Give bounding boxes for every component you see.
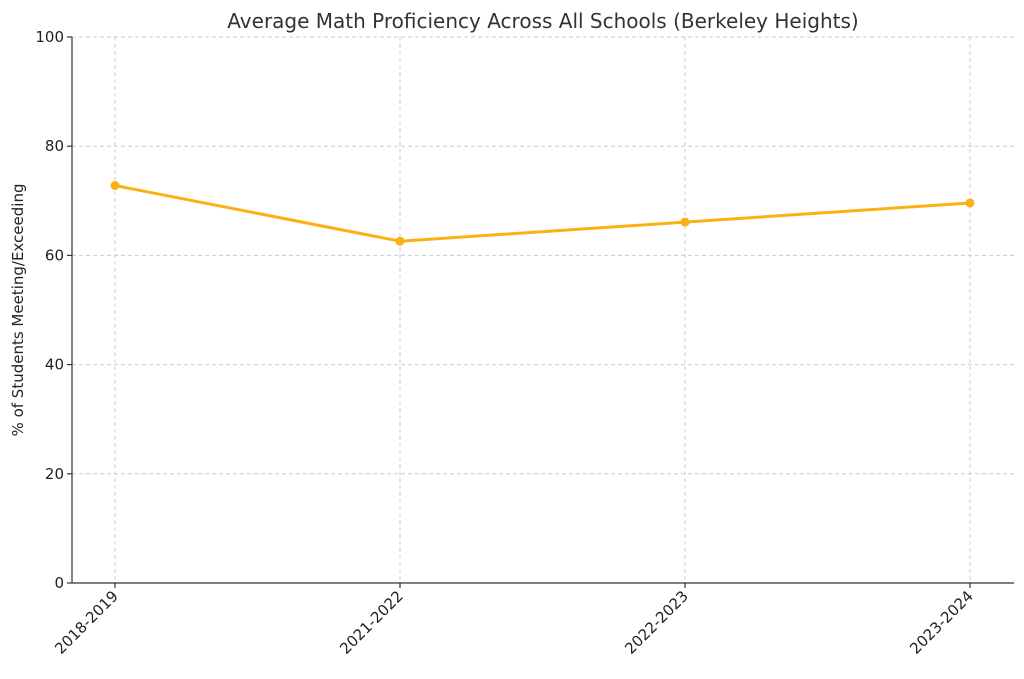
axes bbox=[67, 36, 1014, 588]
x-tick-label: 2023-2024 bbox=[906, 587, 977, 658]
data-point bbox=[110, 181, 120, 191]
grid-lines bbox=[72, 36, 1014, 584]
chart-title: Average Math Proficiency Across All Scho… bbox=[227, 9, 858, 33]
y-tick-label: 100 bbox=[35, 28, 64, 46]
y-tick-label: 0 bbox=[54, 574, 64, 592]
x-tick-label: 2022-2023 bbox=[621, 587, 692, 658]
y-tick-label: 60 bbox=[45, 246, 64, 264]
y-axis-label: % of Students Meeting/Exceeding bbox=[9, 184, 27, 437]
series-line bbox=[113, 184, 972, 243]
data-point bbox=[395, 236, 405, 246]
y-tick-label: 40 bbox=[45, 356, 64, 374]
x-tick-label: 2021-2022 bbox=[336, 587, 407, 658]
x-tick-labels: 2018-2019 2021-2022 2022-2023 2023-2024 bbox=[51, 587, 977, 658]
data-point bbox=[965, 198, 975, 208]
x-tick-label: 2018-2019 bbox=[51, 587, 122, 658]
data-point bbox=[680, 217, 690, 227]
y-tick-label: 80 bbox=[45, 137, 64, 155]
y-tick-label: 20 bbox=[45, 465, 64, 483]
series-layer bbox=[110, 181, 975, 246]
y-tick-labels: 0 20 40 60 80 100 bbox=[35, 28, 64, 592]
